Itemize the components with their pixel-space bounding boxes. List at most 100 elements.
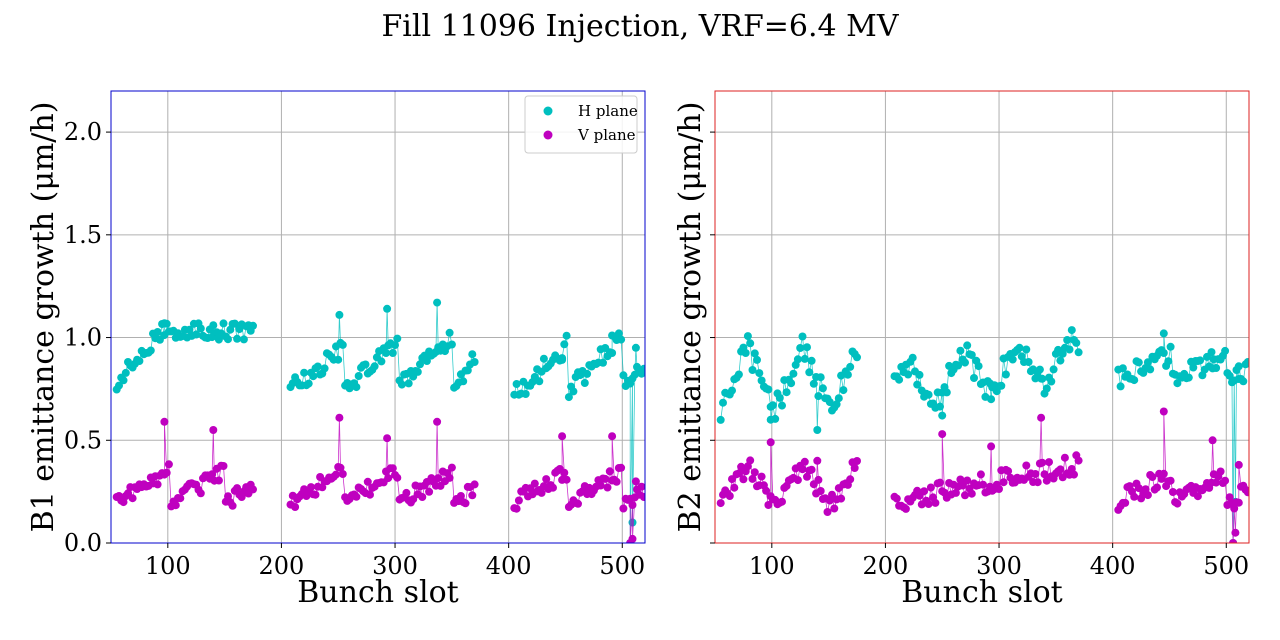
b2-point-v <box>901 504 910 513</box>
b2-point-h <box>796 344 805 352</box>
b1-point-h <box>300 368 309 377</box>
b2-point-v <box>951 488 960 497</box>
b2-point-h <box>805 368 814 377</box>
b2-point-v <box>1074 456 1083 465</box>
b1-point-h <box>185 325 194 334</box>
b2-point-v <box>979 480 988 489</box>
b1-point-v <box>470 480 479 489</box>
b2-point-h <box>1207 348 1216 357</box>
b2-point-v <box>1234 498 1243 507</box>
b2-point-v <box>1134 484 1143 493</box>
b1-point-v <box>224 492 232 501</box>
b2-point-v <box>803 472 811 481</box>
b2-point-v <box>816 487 825 495</box>
b1-point-h <box>599 358 607 367</box>
b2-point-v <box>1130 492 1139 501</box>
b1-point-h <box>320 364 329 373</box>
b2-ylabel: B2 emittance growth (μm/h) <box>673 102 708 533</box>
b1-point-v <box>352 492 361 501</box>
b2-point-v <box>1173 499 1182 508</box>
b1-point-v <box>549 483 557 492</box>
b1-point-v <box>291 503 300 511</box>
b1-ytick-label: 0.5 <box>64 426 102 454</box>
b1-point-v <box>542 475 551 484</box>
b2-point-h <box>1065 345 1074 354</box>
b2-point-h <box>1221 346 1230 355</box>
b2-point-h <box>775 393 784 402</box>
b2-point-h <box>768 401 777 410</box>
b2-point-h <box>1049 365 1058 374</box>
b2-point-v <box>1143 491 1152 500</box>
b1-point-v <box>537 488 546 497</box>
b2-point-v <box>1159 407 1168 416</box>
b2-point-v <box>936 478 944 487</box>
b2-point-h <box>1056 356 1065 365</box>
b2-point-h <box>963 341 972 350</box>
b1-point-h <box>539 354 548 363</box>
b1-marks <box>112 298 645 543</box>
b1-point-h <box>445 328 454 337</box>
b1-frame <box>110 90 646 544</box>
b1-point-v <box>214 476 223 485</box>
b1-point-h <box>370 362 379 371</box>
b1-point-v <box>617 463 626 472</box>
b1-point-h <box>219 319 228 328</box>
b2-point-h <box>778 401 786 410</box>
b2-point-h <box>1024 358 1033 366</box>
legend-h-label: H plane <box>578 102 638 120</box>
b1-point-h <box>470 358 479 366</box>
b2-point-h <box>997 381 1006 390</box>
b1-point-h <box>447 340 456 349</box>
b1-point-h <box>388 349 397 357</box>
b2-point-v <box>716 499 725 508</box>
b2-point-h <box>908 353 917 362</box>
b1-point-h <box>416 360 424 369</box>
b1-point-h <box>352 383 361 392</box>
b1-ticks: 100 200 300 400 500 0.0 0.5 1.0 1.5 2.0 <box>64 118 645 580</box>
b2-point-v <box>1216 467 1225 476</box>
b1-point-v <box>434 474 443 483</box>
b2-point-h <box>834 394 843 403</box>
b2-point-v <box>846 475 855 484</box>
b1-point-h <box>135 357 144 365</box>
b2-point-v <box>931 498 940 507</box>
b1-point-v <box>601 474 610 483</box>
b1-point-v <box>605 467 614 476</box>
b2-point-v <box>850 464 859 472</box>
b1-point-v <box>596 481 605 490</box>
figure-title: Fill 11096 Injection, VRF=6.4 MV <box>381 9 899 44</box>
b1-point-v <box>162 468 171 477</box>
panel-b2: 100 200 300 400 500 Bunch slot B2 emittance … <box>673 90 1250 610</box>
b1-point-v <box>366 490 374 499</box>
b2-point-v <box>798 465 807 474</box>
b1-point-v <box>456 492 465 500</box>
b2-point-h <box>1116 382 1125 391</box>
b1-ytick-label: 2.0 <box>64 118 102 146</box>
b2-point-h <box>938 411 947 420</box>
b2-point-h <box>961 358 969 367</box>
b2-point-h <box>741 349 750 357</box>
b2-point-h <box>813 426 822 434</box>
b2-point-h <box>853 353 861 362</box>
b1-point-h <box>468 350 477 359</box>
b2-point-h <box>1038 374 1047 383</box>
b2-point-v <box>1243 488 1249 497</box>
b2-point-v <box>734 469 743 478</box>
b2-point-v <box>938 430 947 439</box>
legend-box <box>524 95 638 154</box>
b1-point-v <box>447 463 456 472</box>
b2-point-v <box>793 476 802 485</box>
b2-point-h <box>1143 358 1152 367</box>
b1-point-h <box>639 364 645 373</box>
b2-frame <box>714 90 1250 544</box>
b1-point-h <box>230 319 239 328</box>
b2-point-h <box>843 370 852 379</box>
b2-point-v <box>1168 488 1177 496</box>
b2-point-v <box>764 501 773 509</box>
b2-point-h <box>764 385 773 394</box>
b1-point-v <box>461 499 470 508</box>
b2-point-h <box>728 386 736 395</box>
b2-point-h <box>787 379 796 388</box>
b1-point-h <box>334 355 343 364</box>
b2-point-h <box>800 354 809 363</box>
